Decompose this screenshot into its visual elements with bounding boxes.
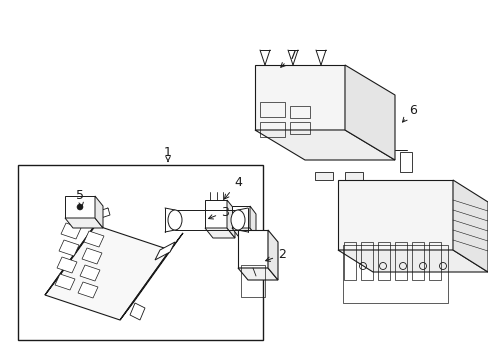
Polygon shape	[254, 65, 345, 130]
Bar	[314, 172, 332, 180]
Ellipse shape	[168, 210, 182, 230]
Bar	[399, 152, 411, 172]
Polygon shape	[249, 206, 256, 236]
Bar	[289, 106, 309, 118]
Polygon shape	[120, 233, 183, 320]
Polygon shape	[65, 218, 103, 228]
Polygon shape	[84, 231, 104, 247]
Polygon shape	[231, 228, 256, 236]
Bar	[394, 242, 406, 280]
Bar	[428, 242, 440, 280]
Bar	[343, 242, 355, 280]
Text: 7: 7	[280, 49, 296, 67]
Text: 4: 4	[224, 176, 242, 199]
Polygon shape	[238, 268, 278, 280]
Polygon shape	[80, 265, 100, 281]
Polygon shape	[267, 230, 278, 280]
Polygon shape	[59, 240, 79, 256]
Text: 2: 2	[265, 248, 285, 261]
Polygon shape	[238, 230, 267, 268]
Bar	[411, 242, 423, 280]
Bar	[18, 165, 263, 340]
Polygon shape	[45, 208, 108, 295]
Text: 5: 5	[76, 189, 84, 207]
Polygon shape	[337, 250, 487, 272]
Bar	[377, 242, 389, 280]
Polygon shape	[452, 180, 487, 272]
Bar	[260, 122, 285, 137]
Bar	[360, 242, 372, 280]
Ellipse shape	[230, 210, 244, 230]
Polygon shape	[57, 257, 77, 273]
Polygon shape	[130, 303, 145, 320]
Polygon shape	[78, 282, 98, 298]
Polygon shape	[231, 206, 249, 228]
Text: 3: 3	[208, 206, 228, 219]
Polygon shape	[96, 208, 110, 219]
Polygon shape	[204, 200, 226, 228]
Polygon shape	[55, 274, 75, 290]
Bar	[241, 265, 264, 297]
Polygon shape	[61, 223, 81, 239]
Polygon shape	[155, 242, 175, 260]
Bar	[260, 102, 285, 117]
Polygon shape	[337, 180, 452, 250]
Circle shape	[77, 204, 83, 210]
Polygon shape	[80, 203, 95, 214]
Polygon shape	[95, 196, 103, 228]
Polygon shape	[254, 130, 394, 160]
Polygon shape	[226, 200, 235, 238]
Polygon shape	[65, 196, 95, 218]
Bar	[345, 172, 362, 180]
Polygon shape	[45, 225, 170, 320]
Bar	[342, 245, 447, 303]
Polygon shape	[204, 228, 235, 238]
Text: 6: 6	[402, 104, 416, 122]
Text: 1: 1	[164, 145, 172, 161]
Polygon shape	[82, 248, 102, 264]
Bar	[289, 122, 309, 134]
Polygon shape	[345, 65, 394, 160]
